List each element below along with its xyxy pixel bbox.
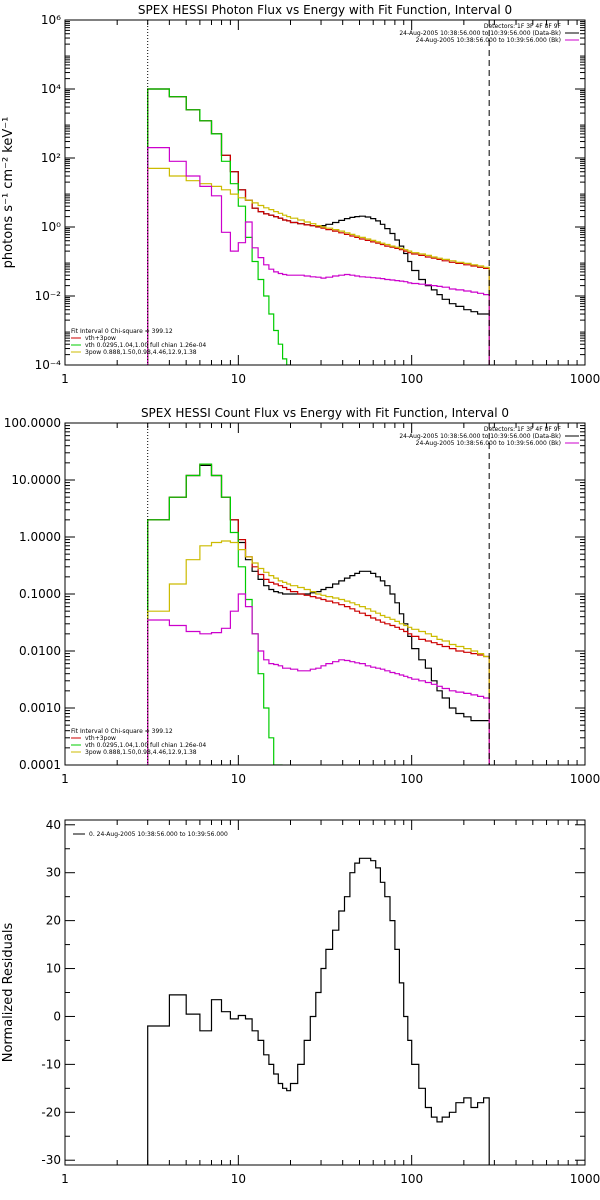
- y-tick-label: 40: [46, 818, 61, 832]
- y-tick-label: 10⁶: [41, 13, 61, 27]
- series-line-vth: [147, 88, 291, 365]
- y-axis-label: Normalized Residuals: [1, 923, 16, 1063]
- x-tick-label: 1000: [570, 372, 600, 386]
- legend-topright-entry: 24-Aug-2005 10:38:56.000 to 10:39:56.000…: [416, 440, 561, 447]
- legend-bottomleft-entry: vth+3pow: [85, 335, 116, 342]
- chart-title: SPEX HESSI Count Flux vs Energy with Fit…: [141, 406, 509, 420]
- y-tick-label: -30: [41, 1153, 61, 1167]
- series-line-vth-3pow: [147, 88, 490, 365]
- x-tick-label: 1: [61, 372, 69, 386]
- plot-frame: [64, 19, 586, 366]
- y-axis-label: photons s⁻¹ cm⁻² keV⁻¹: [1, 117, 16, 269]
- legend-topleft-entry: 0. 24-Aug-2005 10:38:56.000 to 10:39:56.…: [89, 831, 228, 838]
- panel-1: 1 10 100 1000 10⁻⁴ 10⁻² 10⁰ 10² 10⁴ 10⁶ SPEX HESSI…: [1, 3, 600, 386]
- plot-area: [147, 857, 490, 1165]
- legend-topright-entry: 24-Aug-2005 10:38:56.000 to 10:39:56.000…: [416, 37, 561, 44]
- series-line-0-24-aug-2005-10-38-56-000-to-10-39-56-000: [147, 857, 490, 1165]
- series-line-bk: [147, 593, 490, 765]
- x-tick-label: 1000: [570, 1172, 600, 1186]
- y-tick-label: -20: [41, 1105, 61, 1119]
- legend-bottomleft-entry: vth 0.0295,1.04,1.00 full chian 1.26e-04: [85, 742, 206, 749]
- x-tick-label: 100: [400, 772, 423, 786]
- y-tick-label: 10⁻⁴: [35, 358, 62, 372]
- plot-area: [147, 88, 490, 365]
- chart-title: SPEX HESSI Photon Flux vs Energy with Fi…: [138, 3, 512, 17]
- series-line-vth-3pow: [147, 463, 490, 765]
- y-tick-label: 0.1000: [19, 587, 61, 601]
- y-tick-label: 0.0100: [19, 644, 61, 658]
- panel-2: 1 10 100 1000 0.0001 0.0010 0.0100 0.1000 1.0000…: [4, 406, 600, 786]
- x-tick-label: 1: [61, 1172, 69, 1186]
- legend-bottomleft-entry: vth+3pow: [85, 735, 116, 742]
- y-tick-label: 30: [46, 866, 61, 880]
- y-tick-label: 10²: [41, 151, 61, 165]
- y-tick-label: 0.0001: [19, 758, 61, 772]
- panel-3: 1 10 100 1000 -30 -20 -10 0 10 20 30 40 Normalized R…: [1, 818, 600, 1186]
- legend-bottomleft-entry: Fit Interval 0 Chi-square = 399.12: [71, 328, 173, 335]
- x-tick-label: 100: [400, 1172, 423, 1186]
- legend-bottomleft-entry: vth 0.0295,1.04,1.00 full chian 1.26e-04: [85, 342, 206, 349]
- plot-area: [147, 463, 490, 765]
- x-tick-label: 1000: [570, 772, 600, 786]
- y-tick-label: 20: [46, 914, 61, 928]
- legend-topright-entry: 24-Aug-2005 10:38:56.000 to 10:39:56.000…: [399, 30, 561, 37]
- y-tick-label: 10: [46, 962, 61, 976]
- y-tick-label: 10⁻²: [35, 289, 62, 303]
- series-line-bk: [147, 147, 490, 365]
- legend-bottomleft-entry: Fit Interval 0 Chi-square = 399.12: [71, 728, 173, 735]
- y-tick-label: 10⁴: [41, 82, 61, 96]
- legend-bottomleft-entry: 3pow 0.888,1.50,0.98,4.46,12.9,1.38: [85, 749, 197, 756]
- x-tick-label: 100: [400, 372, 423, 386]
- y-tick-label: 0: [53, 1009, 61, 1023]
- legend-bottomleft-entry: 3pow 0.888,1.50,0.98,4.46,12.9,1.38: [85, 349, 197, 356]
- x-tick-label: 10: [231, 1172, 246, 1186]
- x-tick-label: 10: [231, 372, 246, 386]
- series-line-3pow: [147, 167, 490, 365]
- legend-topright-entry: Detectors: 1F 3F 4F 8F 9F: [484, 23, 562, 30]
- y-tick-label: 0.0010: [19, 701, 61, 715]
- y-tick-label: 1.0000: [19, 530, 61, 544]
- series-line-vth: [147, 463, 283, 765]
- plot-frame: [64, 819, 586, 1166]
- x-tick-label: 1: [61, 772, 69, 786]
- y-tick-label: -10: [41, 1057, 61, 1071]
- x-tick-label: 10: [231, 772, 246, 786]
- y-tick-label: 10.0000: [11, 473, 61, 487]
- plot-frame: [64, 422, 586, 766]
- legend-topright-entry: Detectors: 1F 3F 4F 8F 9F: [484, 426, 562, 433]
- series-line-3pow: [147, 540, 490, 765]
- y-tick-label: 100.0000: [4, 416, 61, 430]
- y-tick-label: 10⁰: [41, 220, 61, 234]
- legend-topright-entry: 24-Aug-2005 10:38:56.000 to 10:39:56.000…: [399, 433, 561, 440]
- series-line-data-bk: [147, 464, 490, 765]
